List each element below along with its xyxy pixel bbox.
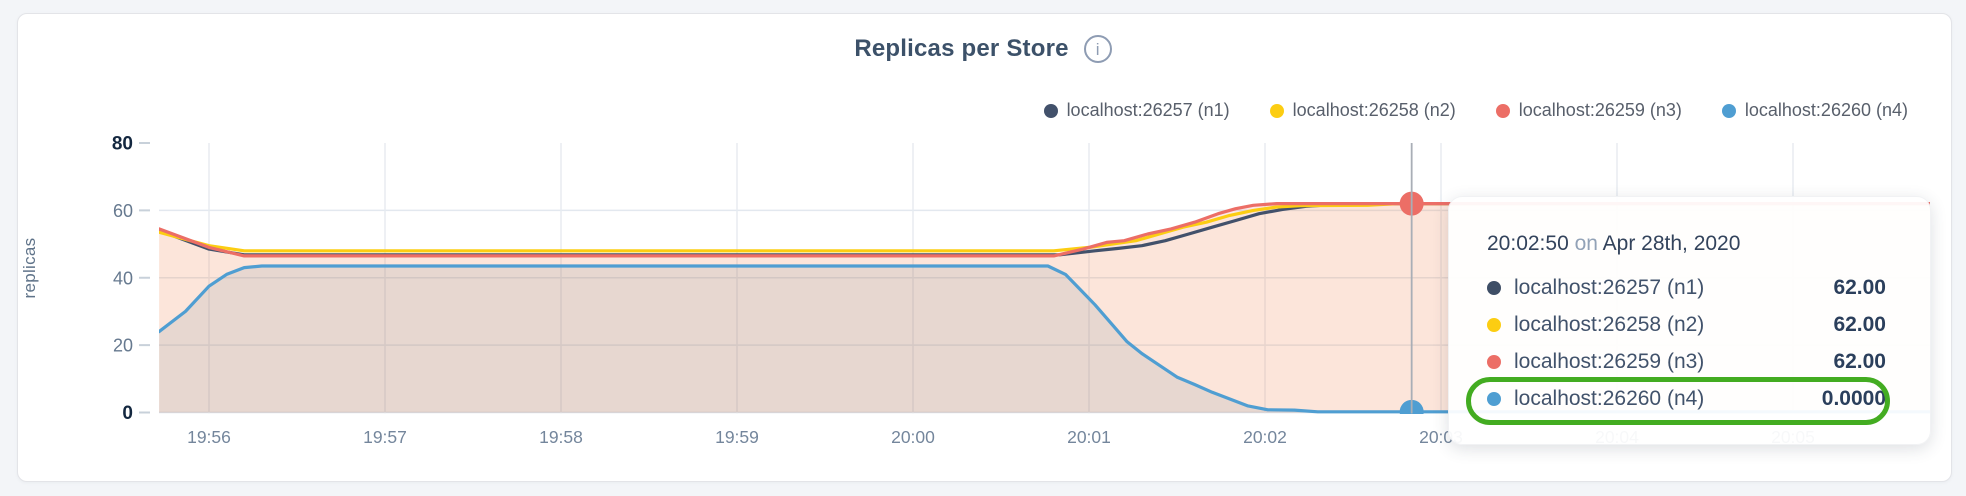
legend-item[interactable]: localhost:26260 (n4): [1721, 100, 1908, 121]
tooltip-series-value: 62.00: [1833, 275, 1886, 299]
legend-label: localhost:26258 (n2): [1292, 100, 1456, 120]
tooltip-series-value: 0.0000: [1821, 386, 1886, 410]
series-color-dot: [1487, 280, 1501, 295]
chart-legend: localhost:26257 (n1) localhost:26258 (n2)…: [1043, 100, 1908, 121]
legend-label: localhost:26260 (n4): [1744, 100, 1908, 120]
chart-title: Replicas per Store: [854, 35, 1069, 62]
tooltip-row: localhost:26257 (n1) 62.00: [1487, 269, 1886, 306]
legend-label: localhost:26257 (n1): [1066, 100, 1230, 120]
chart-tooltip: 20:02:50 on Apr 28th, 2020 localhost:262…: [1448, 196, 1931, 445]
tooltip-series-value: 62.00: [1833, 349, 1886, 373]
tooltip-joiner: on: [1574, 232, 1598, 255]
tooltip-time: 20:02:50: [1487, 232, 1569, 255]
tooltip-rows: localhost:26257 (n1) 62.00 localhost:26258…: [1487, 269, 1886, 417]
tooltip-row: localhost:26258 (n2) 62.00: [1487, 306, 1886, 343]
series-color-dot: [1487, 317, 1501, 332]
series-color-dot: [1487, 354, 1501, 369]
tooltip-row: localhost:26260 (n4) 0.0000: [1487, 380, 1886, 417]
tooltip-series-label: localhost:26260 (n4): [1514, 386, 1705, 410]
legend-item[interactable]: localhost:26258 (n2): [1269, 100, 1456, 121]
tooltip-row: localhost:26259 (n3) 62.00: [1487, 343, 1886, 380]
tooltip-series-label: localhost:26257 (n1): [1514, 275, 1705, 299]
tooltip-series-label: localhost:26259 (n3): [1514, 349, 1705, 373]
legend-item[interactable]: localhost:26257 (n1): [1043, 100, 1230, 121]
tooltip-series-value: 62.00: [1833, 312, 1886, 336]
series-color-dot: [1487, 391, 1501, 406]
tooltip-series-label: localhost:26258 (n2): [1514, 312, 1705, 336]
legend-color-dot: [1495, 103, 1510, 118]
legend-item[interactable]: localhost:26259 (n3): [1495, 100, 1682, 121]
chart-header: Replicas per Store i: [0, 35, 1966, 63]
legend-color-dot: [1043, 103, 1058, 118]
legend-color-dot: [1269, 103, 1284, 118]
legend-color-dot: [1721, 103, 1736, 118]
legend-label: localhost:26259 (n3): [1518, 100, 1682, 120]
tooltip-date: Apr 28th, 2020: [1602, 232, 1741, 255]
info-icon[interactable]: i: [1083, 35, 1112, 63]
tooltip-timestamp: 20:02:50 on Apr 28th, 2020: [1487, 229, 1886, 259]
y-axis-label: replicas: [20, 237, 39, 299]
